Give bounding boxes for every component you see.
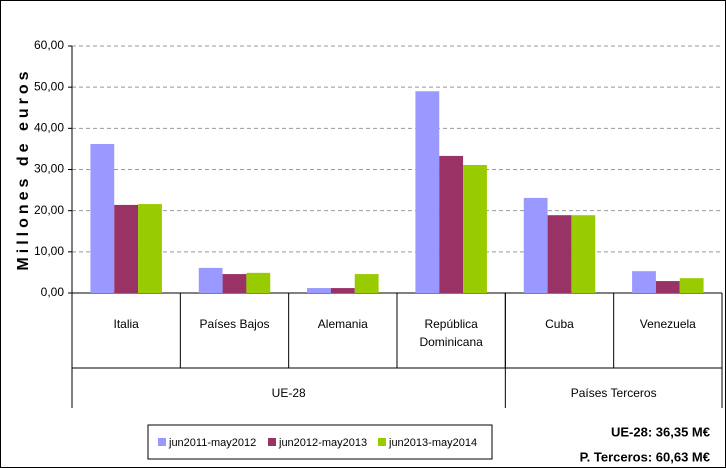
bar — [523, 197, 548, 293]
bar — [547, 215, 572, 293]
legend-swatch — [268, 438, 276, 446]
y-axis-label: Millones de euros — [15, 67, 32, 270]
y-tick-label: 20,00 — [34, 203, 64, 217]
x-tick-label: Alemania — [317, 317, 368, 331]
y-tick-label: 10,00 — [34, 244, 64, 258]
group-label: UE-28 — [272, 386, 306, 400]
bar — [90, 143, 115, 293]
bar — [655, 281, 680, 293]
y-tick-label: 0,00 — [41, 285, 65, 299]
legend-swatch — [378, 438, 386, 446]
legend-label: jun2013-may2014 — [388, 437, 477, 449]
bar — [632, 271, 656, 293]
bar — [222, 274, 247, 293]
annotation: P. Terceros: 60,63 M€ — [580, 449, 710, 464]
legend-box — [147, 424, 493, 460]
bar — [463, 164, 487, 293]
y-tick-label: 60,00 — [34, 38, 64, 52]
bar — [330, 288, 355, 293]
bar — [246, 272, 271, 293]
legend-label: jun2012-may2013 — [278, 437, 367, 449]
x-tick-label: Italia — [113, 317, 139, 331]
bar — [354, 274, 379, 293]
group-label: Países Terceros — [571, 386, 657, 400]
bar — [114, 204, 139, 293]
legend-swatch — [158, 438, 166, 446]
bar — [571, 215, 596, 293]
legend-label: jun2011-may2012 — [168, 437, 256, 449]
annotation: UE-28: 36,35 M€ — [611, 424, 710, 439]
x-tick-label: República Dominicana — [419, 317, 483, 349]
bar — [198, 267, 223, 293]
y-tick-label: 50,00 — [34, 79, 64, 93]
y-tick-label: 30,00 — [34, 162, 64, 176]
x-tick-label: Cuba — [545, 317, 574, 331]
x-tick-label: Venezuela — [639, 317, 696, 331]
bar — [307, 288, 331, 293]
bar — [439, 155, 464, 293]
x-tick-label: Países Bajos — [199, 317, 270, 331]
y-tick-label: 40,00 — [34, 121, 64, 135]
bar — [679, 278, 704, 293]
bar — [138, 204, 162, 293]
bar — [415, 91, 440, 294]
